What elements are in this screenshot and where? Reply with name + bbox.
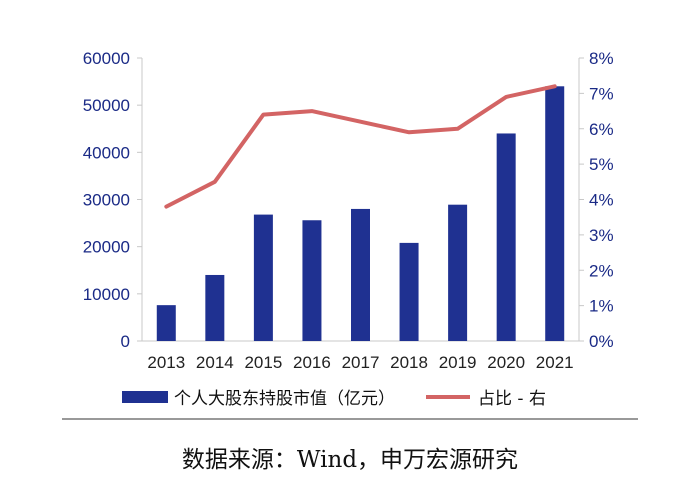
x-tick-label: 2015	[244, 353, 282, 372]
legend-bar-label: 个人大股东持股市值（亿元）	[174, 389, 395, 409]
bar	[351, 208, 370, 341]
x-tick-label: 2014	[196, 353, 234, 372]
right-tick-label: 7%	[589, 84, 614, 103]
right-tick-label: 0%	[589, 332, 614, 351]
bar	[496, 133, 516, 341]
right-tick-label: 1%	[589, 297, 614, 316]
left-tick-label: 50000	[83, 96, 130, 115]
series-line	[164, 84, 557, 209]
bar	[253, 214, 273, 341]
right-tick-label: 8%	[589, 49, 614, 68]
bar	[399, 242, 419, 341]
left-y-axis: 0 10000 20000 30000 40000 50000 60000	[83, 49, 143, 351]
right-tick-label: 4%	[589, 191, 614, 210]
x-axis: 2013 2014 2015 2016 2017 2018 2019 2020 2021	[142, 340, 579, 372]
right-tick-label: 2%	[589, 261, 614, 280]
x-tick-label: 2020	[487, 353, 525, 372]
legend-bar-swatch	[122, 391, 168, 403]
line-series	[164, 84, 557, 209]
x-tick-label: 2019	[439, 353, 477, 372]
bar	[156, 305, 176, 341]
left-tick-label: 0	[121, 332, 130, 351]
left-tick-label: 60000	[83, 49, 130, 68]
legend: 个人大股东持股市值（亿元） 占比 - 右	[122, 389, 546, 409]
x-tick-label: 2017	[342, 353, 380, 372]
right-tick-label: 6%	[589, 120, 614, 139]
x-tick-label: 2018	[390, 353, 428, 372]
bar-series	[156, 86, 565, 341]
left-tick-label: 10000	[83, 285, 130, 304]
bar	[302, 220, 322, 341]
x-tick-label: 2021	[536, 353, 574, 372]
legend-line-label: 占比 - 右	[478, 389, 546, 409]
left-tick-label: 40000	[83, 143, 130, 162]
x-tick-label: 2016	[293, 353, 331, 372]
left-tick-label: 20000	[83, 238, 130, 257]
right-tick-label: 5%	[589, 155, 614, 174]
source-note: 数据来源：Wind，申万宏源研究	[181, 447, 519, 473]
chart: 0 10000 20000 30000 40000 50000 60000 0% 1% 2% 3%…	[62, 49, 638, 420]
right-tick-label: 3%	[589, 226, 614, 245]
bar	[545, 86, 565, 341]
x-tick-label: 2013	[147, 353, 185, 372]
bar	[448, 204, 468, 341]
left-tick-label: 30000	[83, 191, 130, 210]
right-y-axis: 0% 1% 2% 3% 4% 5% 6% 7% 8%	[578, 49, 614, 351]
bar	[205, 274, 225, 341]
